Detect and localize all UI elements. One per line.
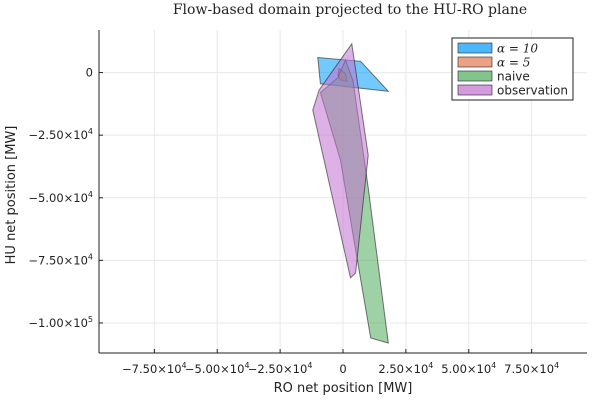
y-tick-label: −2.50×104 [28,127,93,142]
y-tick-label: −1.00×105 [28,315,93,330]
x-tick-label: 2.50×104 [378,361,433,376]
x-tick-label: −7.50×104 [122,361,187,376]
legend-swatch [457,70,493,82]
x-tick-label: 0 [339,362,346,376]
legend-swatch [457,84,493,96]
x-tick-label: −2.50×104 [248,361,313,376]
chart-title: Flow-based domain projected to the HU-RO… [173,2,527,18]
x-tick-label: 7.50×104 [504,361,559,376]
legend-swatch [457,56,493,68]
series-polygons [312,42,390,344]
legend-label: α = 5 [497,56,530,70]
x-tick-label: −5.00×104 [185,361,250,376]
series-polygon [312,42,369,279]
y-ticks: 0 −2.50×104 −5.00×104 −7.50×104 −1.00×105 [28,66,103,330]
x-axis-label: RO net position [MW] [274,381,413,396]
x-ticks: −7.50×104−5.00×104−2.50×104 0 2.50×104 5.00… [122,349,559,376]
legend-label: observation [497,84,568,98]
legend-label: α = 10 [497,42,538,56]
x-tick-label: 5.00×104 [441,361,496,376]
y-axis-label: HU net position [MW] [4,126,19,265]
legend-swatch [457,42,493,54]
y-tick-label: 0 [86,66,93,80]
legend-label: naive [497,70,530,84]
y-tick-label: −7.50×104 [28,252,93,267]
y-tick-label: −5.00×104 [28,190,93,205]
